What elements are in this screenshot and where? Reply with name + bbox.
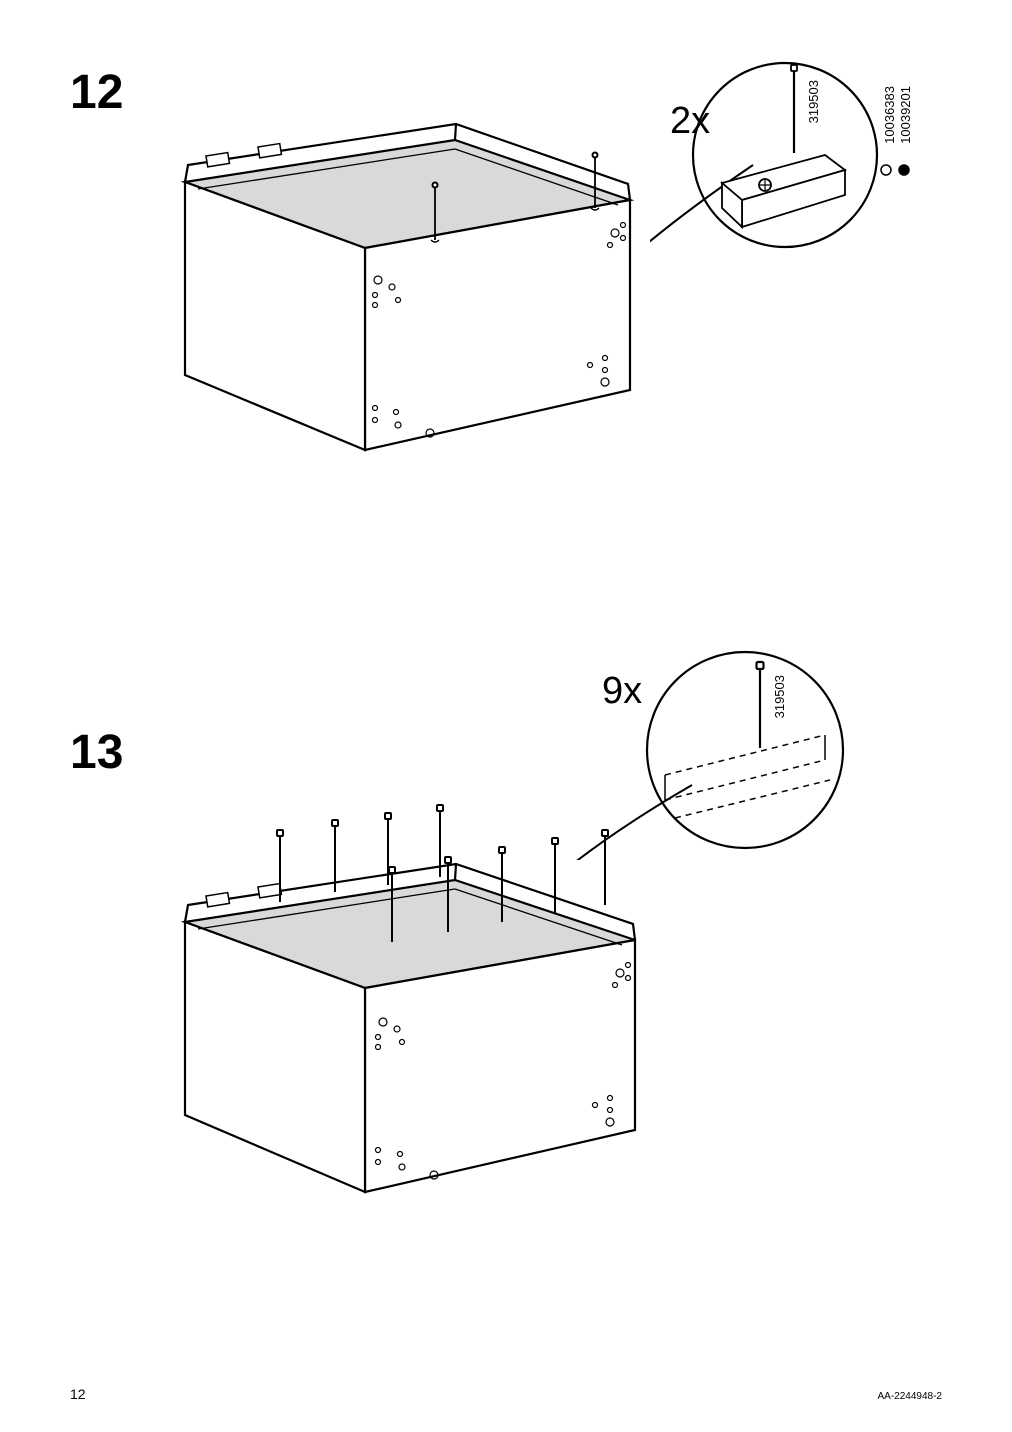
step-12-part-a: 10036383 <box>882 86 897 144</box>
step-12-part-main: 319503 <box>806 80 821 123</box>
step-13-number: 13 <box>70 725 123 780</box>
step-13-part-main: 319503 <box>772 675 787 718</box>
page-number: 12 <box>70 1386 86 1402</box>
doc-code: AA-2244948-2 <box>878 1391 943 1402</box>
step-13-qty: 9x <box>602 670 642 713</box>
marker-icons <box>878 160 918 180</box>
step-12-callout: 2x 319503 <box>650 55 930 255</box>
step-12-number: 12 <box>70 65 123 120</box>
step-12-part-b: 10039201 <box>898 86 913 144</box>
step-12-qty: 2x <box>670 100 710 143</box>
step-12-illustration <box>150 90 650 510</box>
step-13-callout: 9x 319503 <box>570 640 880 860</box>
